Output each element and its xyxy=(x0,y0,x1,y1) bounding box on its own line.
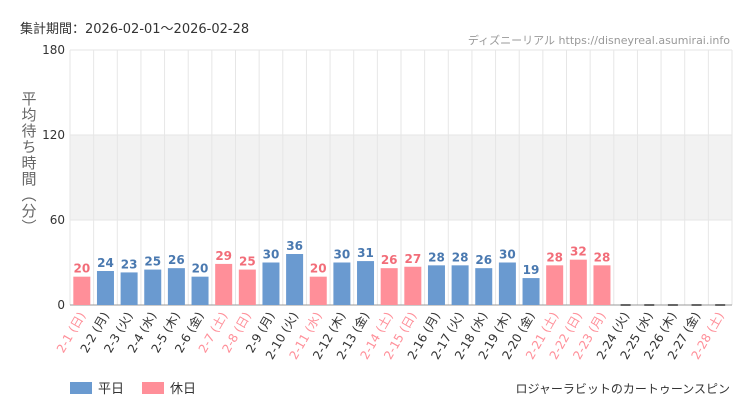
legend-weekday[interactable]: 平日 xyxy=(70,378,124,397)
data-label: 26 xyxy=(475,253,492,267)
bar xyxy=(546,265,564,305)
legend-weekday-label: 平日 xyxy=(98,382,125,397)
data-label: 30 xyxy=(263,248,280,262)
data-label: 25 xyxy=(239,255,256,269)
data-label: 20 xyxy=(310,262,327,276)
data-label: 19 xyxy=(523,263,540,277)
bar xyxy=(73,276,91,305)
weekday-swatch xyxy=(70,381,92,394)
data-label: 25 xyxy=(144,255,161,269)
holiday-swatch xyxy=(142,381,165,394)
data-label: 26 xyxy=(168,253,185,267)
bar xyxy=(144,269,162,305)
bar xyxy=(262,262,280,305)
data-label: 31 xyxy=(357,246,374,260)
data-label: 28 xyxy=(452,250,469,264)
y-axis-title: 平均待ち時間（分） xyxy=(19,91,38,235)
y-tick-label: 120 xyxy=(42,128,65,142)
data-label: 30 xyxy=(334,248,351,262)
legend-holiday-label: 休日 xyxy=(170,382,197,397)
bar xyxy=(380,268,398,305)
bar xyxy=(593,265,611,305)
data-label: 32 xyxy=(570,245,587,259)
data-label: 26 xyxy=(381,253,398,267)
bar-layer xyxy=(73,254,726,306)
bar xyxy=(333,262,351,305)
bar xyxy=(191,276,209,305)
data-label: 30 xyxy=(499,248,516,262)
bar xyxy=(451,265,469,305)
data-label: 36 xyxy=(286,239,303,253)
bar xyxy=(498,262,516,305)
y-tick-label: 60 xyxy=(50,213,65,227)
legend-holiday[interactable]: 休日 xyxy=(142,378,196,397)
bar xyxy=(120,272,138,305)
bar xyxy=(96,271,114,305)
data-label: 29 xyxy=(215,249,232,263)
bar xyxy=(475,268,493,305)
data-label: 28 xyxy=(546,250,563,264)
attraction-name: ロジャーラビットのカートゥーンスピン xyxy=(515,382,730,396)
bar xyxy=(167,268,185,305)
bar xyxy=(569,259,587,305)
bar xyxy=(404,266,422,305)
bar xyxy=(522,278,540,305)
bar xyxy=(286,254,304,305)
data-label: 23 xyxy=(121,257,138,271)
data-label: 28 xyxy=(428,250,445,264)
bar xyxy=(357,261,375,305)
data-label: 24 xyxy=(97,256,114,270)
bar xyxy=(427,265,445,305)
bar xyxy=(215,263,233,305)
data-label: 20 xyxy=(192,262,209,276)
legend: 平日 休日 xyxy=(70,378,196,397)
period-label: 集計期間：2026-02-01～2026-02-28 xyxy=(20,22,250,37)
bar xyxy=(238,269,256,305)
y-tick-label: 0 xyxy=(57,298,65,312)
y-tick-label: 180 xyxy=(42,43,65,57)
data-label: 28 xyxy=(594,250,611,264)
bar xyxy=(309,276,327,305)
data-label: 20 xyxy=(73,262,90,276)
data-label: 27 xyxy=(404,252,421,266)
site-credit: ディズニーリアル https://disneyreal.asumirai.inf… xyxy=(467,34,730,47)
